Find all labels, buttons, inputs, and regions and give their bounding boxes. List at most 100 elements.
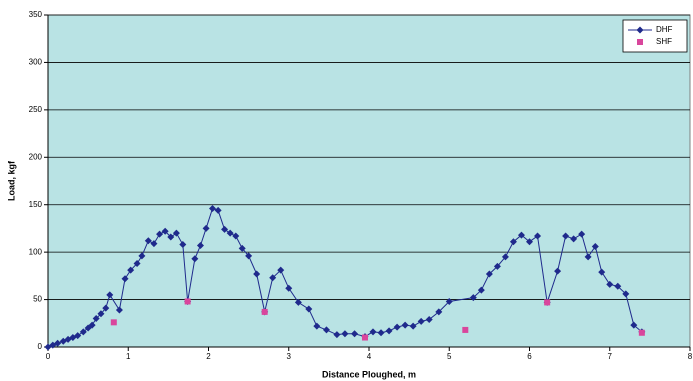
data-point [214, 206, 222, 214]
data-point [333, 331, 341, 339]
data-point [622, 290, 630, 298]
data-point [238, 244, 246, 252]
x-tick-label: 4 [367, 352, 372, 361]
data-point [401, 321, 409, 329]
data-point [425, 315, 433, 323]
data-point [638, 329, 645, 336]
x-tick-label: 5 [447, 352, 452, 361]
y-tick-label: 350 [29, 10, 43, 19]
data-point [351, 330, 359, 338]
data-point [106, 291, 114, 299]
data-point [196, 242, 204, 250]
data-point [294, 298, 302, 306]
data-point [202, 224, 210, 232]
data-point [501, 253, 509, 261]
data-point [226, 229, 234, 237]
data-point [369, 328, 377, 336]
data-point [269, 274, 277, 282]
data-point [167, 233, 175, 241]
y-tick-label: 50 [33, 295, 42, 304]
data-point [598, 268, 606, 276]
data-point [477, 286, 485, 294]
x-axis-title: Distance Ploughed, m [322, 369, 416, 379]
data-point [591, 242, 599, 250]
series-line [47, 207, 643, 348]
data-point [493, 262, 501, 270]
data-point [133, 260, 141, 268]
x-tick-label: 0 [46, 352, 51, 361]
data-point [485, 270, 493, 278]
data-point [554, 267, 562, 275]
data-point [417, 317, 425, 325]
data-point [127, 266, 135, 274]
data-point [79, 328, 87, 336]
data-point [110, 319, 117, 326]
data-point [285, 284, 293, 292]
data-point [277, 266, 285, 274]
data-point [172, 229, 180, 237]
x-tick-label: 6 [527, 352, 532, 361]
data-point [462, 326, 469, 333]
legend [622, 19, 688, 53]
data-point [393, 323, 401, 331]
data-point [509, 238, 517, 246]
data-point [517, 231, 525, 239]
data-point [144, 237, 152, 245]
data-point [305, 305, 313, 313]
x-tick-label: 2 [206, 352, 211, 361]
data-point [54, 339, 62, 347]
data-point [614, 282, 622, 290]
data-point [97, 310, 105, 318]
data-point [221, 225, 229, 233]
data-point [191, 255, 199, 263]
legend-marker [636, 26, 644, 34]
data-point [469, 294, 477, 302]
data-point [313, 322, 321, 330]
y-tick-label: 100 [29, 247, 43, 256]
data-point [179, 241, 187, 249]
legend-marker [637, 39, 643, 45]
data-point [156, 230, 164, 238]
data-point [341, 330, 349, 338]
data-point [150, 240, 158, 248]
data-point [526, 238, 533, 246]
data-point [261, 308, 268, 315]
data-point [253, 270, 261, 278]
data-point [435, 308, 443, 316]
data-point [570, 235, 578, 243]
data-point [534, 232, 542, 240]
data-point [409, 322, 417, 330]
data-point [445, 297, 453, 305]
data-point [121, 275, 129, 283]
data-point [322, 326, 330, 334]
data-point [584, 253, 592, 261]
x-tick-label: 1 [126, 352, 131, 361]
y-tick-label: 200 [29, 152, 43, 161]
data-point [361, 334, 368, 341]
data-point [184, 298, 191, 305]
data-point [74, 332, 82, 340]
data-point [115, 306, 123, 314]
data-point [88, 321, 96, 329]
data-point [102, 304, 110, 312]
data-point [161, 227, 169, 235]
x-tick-label: 3 [287, 352, 292, 361]
data-point [245, 252, 253, 260]
legend-label: DHF [656, 25, 673, 34]
data-point [630, 321, 638, 329]
legend-label: SHF [656, 37, 672, 46]
data-point [578, 230, 586, 238]
data-point [232, 232, 240, 240]
y-tick-label: 250 [29, 105, 43, 114]
data-point [606, 280, 614, 288]
x-tick-label: 7 [608, 352, 613, 361]
data-point [138, 252, 146, 260]
y-tick-label: 300 [29, 58, 43, 67]
data-point [562, 232, 570, 240]
data-point [377, 329, 385, 337]
plot-area [47, 14, 691, 348]
y-tick-label: 0 [38, 342, 43, 351]
data-point [209, 205, 217, 213]
x-tick-label: 8 [688, 352, 693, 361]
